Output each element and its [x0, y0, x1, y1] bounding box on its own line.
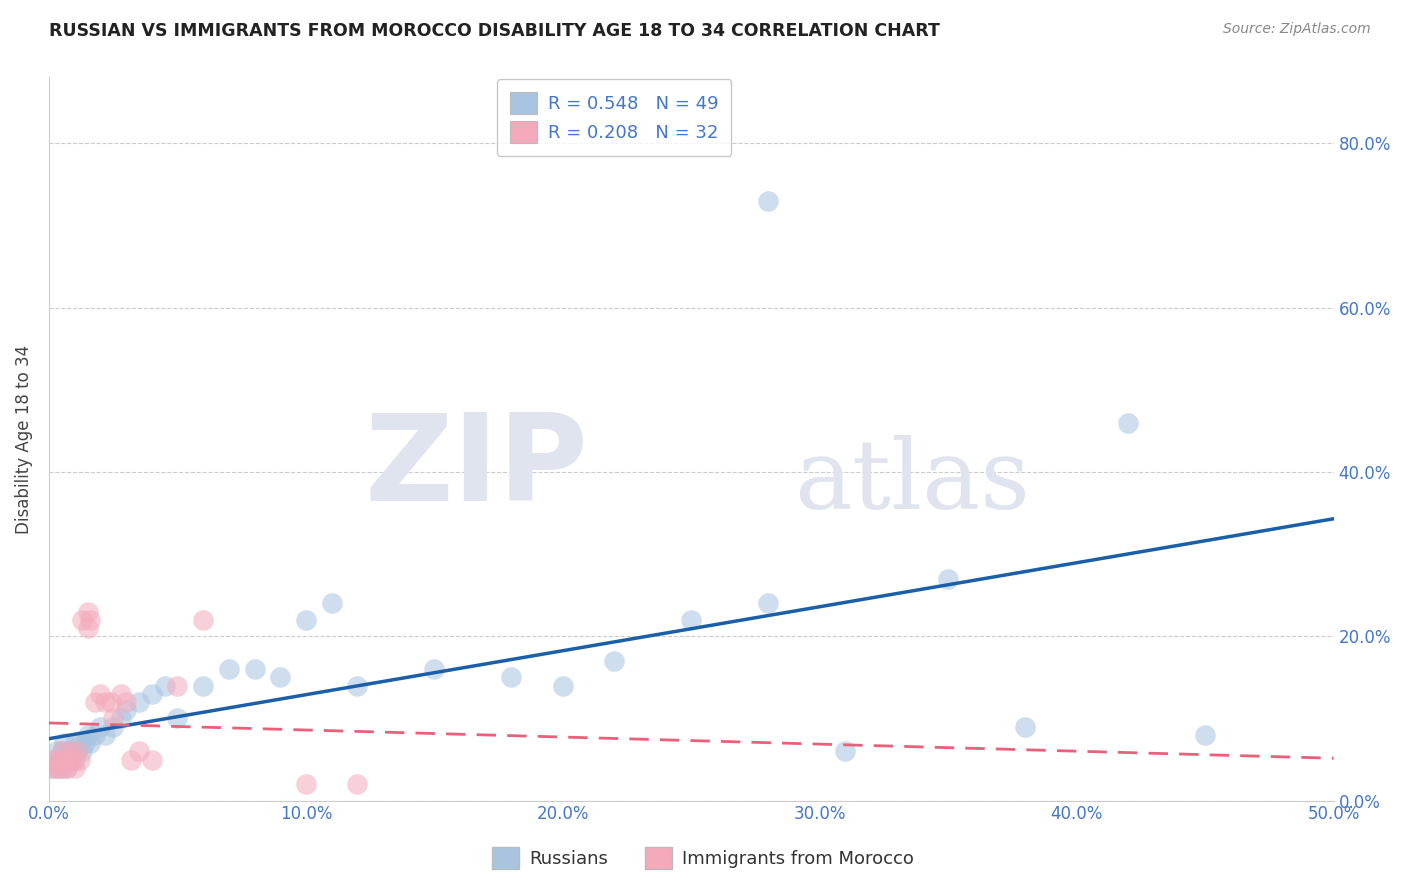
Point	[295, 777, 318, 791]
Point	[58, 752, 80, 766]
Point	[603, 654, 626, 668]
Point	[51, 744, 73, 758]
Point	[103, 720, 125, 734]
Point	[128, 695, 150, 709]
Point	[681, 613, 703, 627]
Point	[53, 736, 76, 750]
Point	[45, 744, 67, 758]
Text: ZIP: ZIP	[364, 409, 589, 526]
Point	[84, 728, 107, 742]
Point	[84, 695, 107, 709]
Point	[141, 752, 163, 766]
Point	[100, 695, 122, 709]
Point	[69, 736, 91, 750]
Point	[153, 679, 176, 693]
Point	[218, 662, 240, 676]
Y-axis label: Disability Age 18 to 34: Disability Age 18 to 34	[15, 344, 32, 533]
Point	[758, 596, 780, 610]
Point	[128, 744, 150, 758]
Point	[41, 761, 63, 775]
Legend: Russians, Immigrants from Morocco: Russians, Immigrants from Morocco	[482, 838, 924, 879]
Point	[110, 711, 132, 725]
Point	[141, 687, 163, 701]
Point	[66, 744, 89, 758]
Point	[166, 711, 188, 725]
Text: RUSSIAN VS IMMIGRANTS FROM MOROCCO DISABILITY AGE 18 TO 34 CORRELATION CHART: RUSSIAN VS IMMIGRANTS FROM MOROCCO DISAB…	[49, 22, 941, 40]
Text: Source: ZipAtlas.com: Source: ZipAtlas.com	[1223, 22, 1371, 37]
Point	[45, 761, 67, 775]
Point	[243, 662, 266, 676]
Point	[72, 744, 94, 758]
Point	[51, 761, 73, 775]
Point	[501, 670, 523, 684]
Legend: R = 0.548   N = 49, R = 0.208   N = 32: R = 0.548 N = 49, R = 0.208 N = 32	[498, 79, 731, 156]
Point	[58, 752, 80, 766]
Point	[346, 679, 368, 693]
Point	[72, 613, 94, 627]
Point	[936, 572, 959, 586]
Point	[53, 752, 76, 766]
Point	[56, 744, 79, 758]
Point	[69, 752, 91, 766]
Point	[551, 679, 574, 693]
Point	[346, 777, 368, 791]
Point	[51, 761, 73, 775]
Point	[42, 752, 65, 766]
Point	[79, 613, 101, 627]
Point	[48, 752, 70, 766]
Point	[94, 695, 117, 709]
Point	[42, 752, 65, 766]
Point	[45, 761, 67, 775]
Text: atlas: atlas	[794, 435, 1031, 530]
Point	[103, 711, 125, 725]
Point	[166, 679, 188, 693]
Point	[41, 761, 63, 775]
Point	[76, 605, 98, 619]
Point	[63, 752, 86, 766]
Point	[56, 761, 79, 775]
Point	[1116, 416, 1139, 430]
Point	[63, 736, 86, 750]
Point	[79, 736, 101, 750]
Point	[89, 687, 111, 701]
Point	[295, 613, 318, 627]
Point	[423, 662, 446, 676]
Point	[115, 695, 138, 709]
Point	[53, 752, 76, 766]
Point	[94, 728, 117, 742]
Point	[110, 687, 132, 701]
Point	[60, 752, 83, 766]
Point	[63, 761, 86, 775]
Point	[321, 596, 343, 610]
Point	[76, 621, 98, 635]
Point	[191, 679, 214, 693]
Point	[1194, 728, 1216, 742]
Point	[60, 744, 83, 758]
Point	[758, 194, 780, 208]
Point	[66, 744, 89, 758]
Point	[1014, 720, 1036, 734]
Point	[56, 761, 79, 775]
Point	[73, 736, 96, 750]
Point	[51, 744, 73, 758]
Point	[834, 744, 856, 758]
Point	[115, 703, 138, 717]
Point	[48, 752, 70, 766]
Point	[76, 728, 98, 742]
Point	[89, 720, 111, 734]
Point	[191, 613, 214, 627]
Point	[269, 670, 291, 684]
Point	[58, 744, 80, 758]
Point	[120, 752, 142, 766]
